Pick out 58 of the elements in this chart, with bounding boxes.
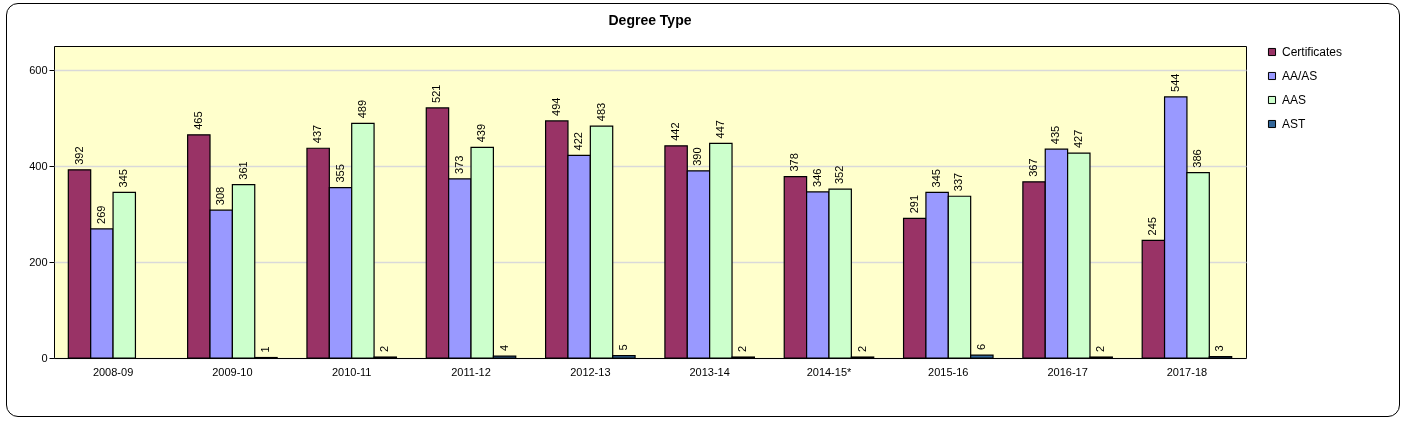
data-label: 390 [691,147,704,166]
data-label: 427 [1071,129,1084,149]
y-tick-label: 0 [41,351,48,364]
data-label: 345 [117,169,130,188]
x-tick-label: 2011-12 [451,365,491,378]
data-label: 439 [475,123,488,143]
data-label: 4 [497,344,510,352]
data-label: 361 [236,161,249,180]
data-label: 5 [616,344,629,351]
data-label: 352 [833,165,846,185]
data-label: 6 [974,343,987,351]
x-tick-label: 2017-18 [1166,365,1208,378]
data-label: 346 [810,168,823,187]
x-tick-label: 2015-16 [928,365,969,378]
legend-label: AAS [1282,93,1307,107]
data-label: 494 [549,97,562,116]
legend-label: AST [1282,117,1307,131]
y-tick-label: 400 [29,159,48,172]
x-tick-label: 2014-15* [806,365,853,378]
data-label: 489 [355,99,368,119]
data-label: 3 [1213,345,1226,352]
data-label: 355 [333,164,346,183]
data-label: 544 [1168,73,1181,92]
data-label: 378 [788,153,801,172]
data-label: 386 [1191,149,1204,168]
data-label: 442 [669,122,682,141]
data-label: 337 [952,172,965,192]
data-label: 2 [378,345,391,353]
x-tick-label: 2012-13 [570,365,611,378]
data-label: 521 [430,84,443,103]
data-label: 1 [258,346,271,353]
data-label: 291 [907,194,920,214]
data-label: 392 [72,146,85,165]
data-label: 245 [1146,217,1159,236]
x-tick-label: 2009-10 [212,365,253,378]
x-tick-label: 2010-11 [331,365,372,378]
data-label: 345 [930,169,943,188]
data-label: 483 [594,102,607,122]
legend-label: Certificates [1282,45,1343,59]
x-tick-label: 2013-14 [689,365,730,378]
y-tick-label: 600 [29,63,48,76]
data-label: 2 [1094,345,1107,353]
data-label: 367 [1027,158,1040,177]
data-label: 435 [1049,125,1062,145]
x-tick-label: 2016-17 [1047,365,1088,378]
data-label: 2 [855,345,868,353]
data-label: 447 [713,120,726,139]
data-label: 308 [214,186,227,206]
legend-label: AA/AS [1282,69,1318,83]
data-label: 2 [736,345,749,353]
chart-title: Degree Type [608,12,692,28]
x-tick-label: 2008-09 [92,365,134,378]
data-label: 422 [572,132,585,151]
data-label: 465 [191,111,204,130]
data-label: 373 [452,155,465,174]
y-tick-label: 200 [29,255,48,268]
data-label: 437 [311,124,324,144]
data-label: 269 [94,205,107,224]
